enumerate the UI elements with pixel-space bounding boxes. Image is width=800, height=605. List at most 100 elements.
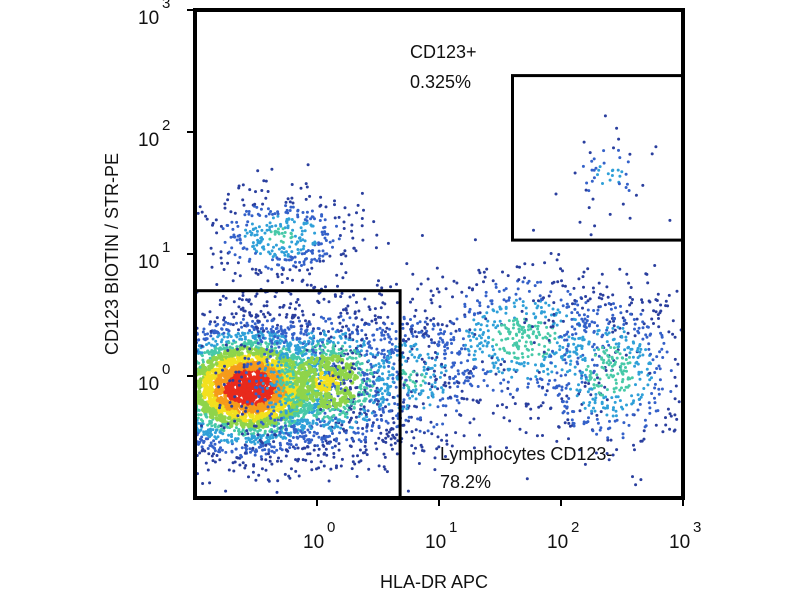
event-dot (376, 393, 380, 397)
event-dot (301, 389, 306, 394)
event-dot (380, 359, 384, 362)
event-dot (356, 350, 359, 353)
event-dot (624, 321, 628, 325)
event-dot (289, 302, 293, 306)
event-dot (278, 426, 282, 430)
event-dot (486, 305, 490, 309)
event-dot (507, 368, 511, 372)
event-dot (257, 388, 262, 393)
event-dot (225, 328, 229, 331)
event-dot (218, 403, 222, 407)
event-dot (416, 321, 420, 325)
event-dot (208, 376, 213, 381)
event-dot (213, 320, 217, 324)
event-dot (387, 364, 391, 368)
event-dot (427, 356, 431, 360)
event-dot (300, 425, 304, 429)
event-dot (213, 446, 217, 450)
event-dot (382, 410, 385, 414)
event-dot (256, 433, 260, 437)
event-dot (268, 455, 272, 459)
event-dot (382, 348, 386, 352)
event-dot (235, 345, 239, 349)
event-dot (360, 318, 364, 322)
event-dot (220, 347, 224, 351)
event-dot (322, 452, 326, 456)
event-dot (268, 414, 272, 418)
event-dot (249, 366, 254, 371)
event-dot (544, 301, 548, 305)
event-dot (595, 363, 599, 367)
event-dot (254, 438, 258, 442)
event-dot (437, 290, 441, 294)
event-dot (322, 380, 327, 385)
event-dot (295, 363, 299, 367)
event-dot (537, 343, 541, 347)
event-dot (310, 410, 314, 414)
event-dot (282, 386, 286, 390)
event-dot (418, 393, 422, 397)
event-dot (322, 316, 326, 320)
event-dot (209, 334, 213, 338)
event-dot (573, 307, 577, 311)
event-dot (438, 375, 442, 379)
event-dot (327, 371, 331, 375)
event-dot (469, 338, 472, 342)
event-dot (321, 340, 324, 344)
event-dot (455, 398, 459, 402)
event-dot (342, 395, 347, 400)
event-dot (389, 384, 393, 388)
event-dot (395, 425, 399, 429)
event-dot (227, 468, 231, 472)
event-dot (375, 328, 379, 331)
event-dot (333, 404, 338, 409)
event-dot (313, 285, 317, 289)
event-dot (230, 366, 235, 371)
event-dot (394, 385, 398, 389)
event-dot (381, 395, 385, 399)
event-dot (227, 333, 231, 337)
event-dot (244, 436, 248, 440)
event-dot (382, 452, 386, 456)
event-dot (361, 427, 365, 430)
event-dot (478, 304, 482, 308)
event-dot (261, 433, 265, 437)
event-dot (241, 428, 245, 432)
event-dot (276, 330, 280, 334)
event-dot (556, 308, 560, 312)
event-dot (597, 381, 601, 385)
event-dot (407, 415, 411, 419)
event-dot (358, 448, 362, 452)
event-dot (272, 424, 276, 428)
event-dot (262, 329, 266, 333)
event-dot (234, 437, 238, 441)
event-dot (290, 408, 294, 412)
event-dot (372, 382, 376, 386)
event-dot (383, 337, 387, 341)
event-dot (338, 321, 342, 325)
event-dot (311, 421, 315, 425)
event-dot (263, 441, 267, 444)
event-dot (326, 349, 330, 353)
event-dot (377, 436, 381, 440)
event-dot (491, 338, 495, 342)
event-dot (204, 437, 208, 441)
event-dot (339, 335, 343, 339)
event-dot (261, 323, 265, 327)
event-dot (483, 275, 487, 279)
event-dot (236, 331, 240, 335)
event-dot (279, 459, 283, 463)
event-dot (276, 479, 280, 483)
event-dot (486, 341, 490, 344)
event-dot (515, 265, 519, 269)
event-dot (226, 335, 230, 339)
event-dot (198, 377, 203, 382)
event-dot (296, 348, 300, 352)
event-dot (369, 368, 373, 372)
event-dot (295, 421, 299, 425)
event-dot (239, 321, 243, 325)
event-dot (401, 322, 405, 326)
event-dot (613, 328, 617, 332)
event-dot (491, 323, 495, 327)
event-dot (210, 343, 213, 347)
